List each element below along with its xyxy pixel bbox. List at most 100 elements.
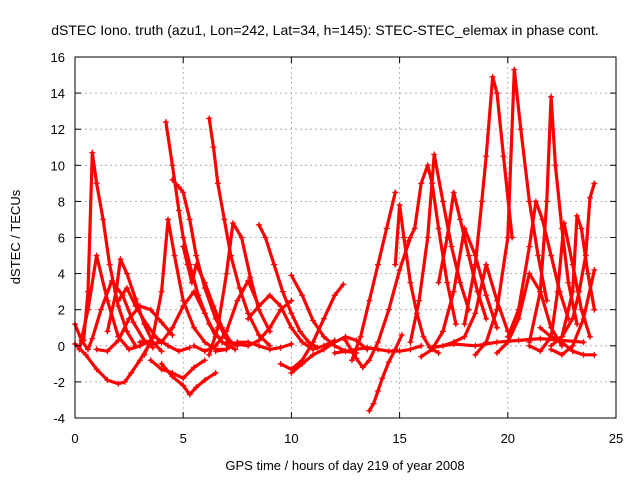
- data-point: [574, 321, 581, 328]
- data-point: [357, 333, 364, 340]
- data-point: [175, 183, 182, 190]
- data-point: [543, 198, 550, 205]
- data-point: [104, 297, 111, 304]
- series-29: [405, 162, 459, 328]
- data-point: [517, 126, 524, 133]
- data-point: [169, 331, 176, 338]
- data-point: [493, 90, 500, 97]
- data-point: [435, 279, 442, 286]
- data-point: [158, 348, 165, 355]
- y-tick-label: 14: [51, 86, 65, 101]
- data-point: [206, 115, 213, 122]
- series-24: [331, 342, 425, 357]
- data-point: [392, 189, 399, 196]
- data-point: [288, 310, 295, 317]
- series-21: [277, 281, 347, 373]
- data-point: [366, 357, 373, 364]
- x-tick-label: 0: [71, 431, 78, 446]
- data-point: [97, 306, 104, 313]
- data-point: [82, 351, 89, 358]
- data-point: [435, 350, 442, 357]
- data-point: [221, 216, 228, 223]
- series-line: [142, 217, 229, 357]
- data-point: [191, 364, 198, 371]
- series-44: [429, 335, 587, 351]
- data-point: [136, 357, 143, 364]
- data-point: [130, 319, 137, 326]
- data-point: [186, 344, 193, 351]
- data-point: [364, 344, 371, 351]
- data-point: [123, 328, 130, 335]
- data-point: [115, 337, 122, 344]
- data-point: [320, 315, 327, 322]
- data-point: [331, 350, 338, 357]
- data-point: [558, 337, 565, 344]
- data-series: [72, 66, 598, 414]
- data-point: [158, 360, 165, 367]
- data-point: [201, 377, 208, 384]
- data-point: [429, 344, 436, 351]
- data-point: [392, 346, 399, 353]
- data-point: [223, 270, 230, 277]
- data-point: [229, 220, 236, 227]
- data-point: [383, 225, 390, 232]
- data-point: [201, 348, 208, 355]
- data-point: [245, 277, 252, 284]
- data-point: [123, 285, 130, 292]
- data-point: [465, 252, 472, 259]
- data-point: [271, 261, 278, 268]
- data-point: [396, 266, 403, 273]
- chart-title: dSTEC Iono. truth (azu1, Lon=242, Lat=34…: [51, 22, 598, 38]
- data-point: [180, 297, 187, 304]
- data-point: [591, 266, 598, 273]
- data-point: [201, 279, 208, 286]
- data-point: [385, 359, 392, 366]
- data-point: [188, 279, 195, 286]
- data-point: [266, 324, 273, 331]
- data-point: [186, 391, 193, 398]
- data-point: [374, 261, 381, 268]
- data-point: [400, 234, 407, 241]
- series-30: [407, 151, 472, 346]
- data-point: [175, 348, 182, 355]
- data-point: [262, 234, 269, 241]
- data-point: [121, 378, 128, 385]
- x-tick-label: 25: [609, 431, 623, 446]
- series-line: [149, 358, 207, 380]
- series-34: [461, 73, 516, 328]
- data-point: [392, 261, 399, 268]
- data-point: [115, 297, 122, 304]
- data-point: [143, 321, 150, 328]
- data-point: [191, 324, 198, 331]
- data-point: [591, 180, 598, 187]
- data-point: [149, 333, 156, 340]
- data-point: [587, 194, 594, 201]
- data-point: [374, 339, 381, 346]
- data-point: [106, 261, 113, 268]
- data-point: [212, 369, 219, 376]
- data-point: [578, 306, 585, 313]
- data-point: [255, 337, 262, 344]
- data-point: [310, 339, 317, 346]
- data-point: [149, 344, 156, 351]
- data-point: [223, 328, 230, 335]
- data-point: [76, 346, 83, 353]
- data-point: [431, 151, 438, 158]
- data-point: [569, 348, 576, 355]
- data-point: [158, 366, 165, 373]
- data-point: [537, 335, 544, 342]
- data-point: [331, 339, 338, 346]
- y-tick-label: 6: [58, 231, 65, 246]
- data-point: [576, 288, 583, 295]
- data-point: [483, 153, 490, 160]
- data-point: [266, 346, 273, 353]
- series-41: [558, 180, 598, 340]
- data-point: [558, 351, 565, 358]
- data-point: [418, 353, 425, 360]
- data-point: [584, 270, 591, 277]
- data-point: [193, 384, 200, 391]
- data-point: [126, 315, 133, 322]
- data-point: [299, 292, 306, 299]
- data-point: [366, 407, 373, 414]
- data-point: [158, 288, 165, 295]
